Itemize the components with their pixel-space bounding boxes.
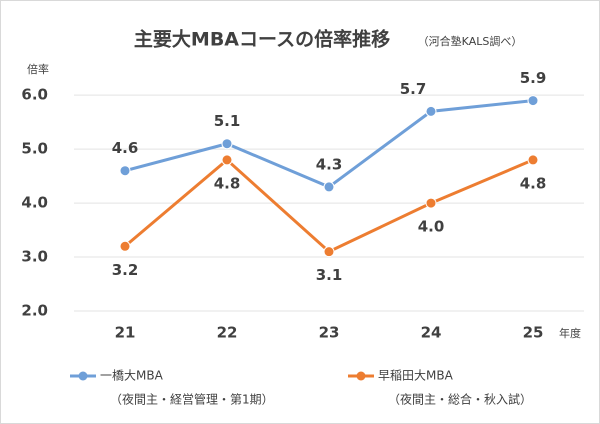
legend-note: （夜間主・総合・秋入試）: [388, 392, 532, 407]
data-point: [119, 165, 131, 177]
data-label: 5.9: [520, 69, 547, 87]
x-tick-label: 21: [115, 324, 136, 342]
y-axis-label: 倍率: [27, 62, 49, 76]
legend-marker: [356, 371, 366, 381]
y-tick-label: 5.0: [21, 140, 48, 158]
data-point: [527, 154, 539, 166]
y-tick-label: 3.0: [21, 248, 48, 266]
data-label: 4.6: [112, 139, 139, 157]
data-point: [425, 105, 437, 117]
data-point: [221, 154, 233, 166]
data-point: [119, 240, 131, 252]
data-label: 5.1: [214, 112, 241, 130]
data-point: [527, 95, 539, 107]
data-point: [221, 138, 233, 150]
chart-title: 主要大MBAコースの倍率推移: [134, 28, 390, 51]
x-tick-label: 24: [421, 324, 442, 342]
data-label: 4.8: [214, 174, 241, 192]
x-tick-label: 25: [523, 324, 544, 342]
legend-note: （夜間主・経営管理・第1期）: [110, 392, 274, 407]
x-tick-label: 23: [319, 324, 340, 342]
y-tick-label: 6.0: [21, 86, 48, 104]
legend-label: 早稲田大MBA: [378, 369, 454, 383]
data-label: 3.2: [112, 261, 139, 279]
data-label: 4.0: [418, 218, 445, 236]
data-point: [323, 181, 335, 193]
legend-marker: [78, 371, 88, 381]
data-point: [425, 197, 437, 209]
data-label: 4.3: [316, 155, 343, 173]
data-point: [323, 246, 335, 258]
y-tick-label: 2.0: [21, 302, 48, 320]
legend-label: 一橋大MBA: [100, 369, 164, 383]
x-axis-label: 年度: [559, 326, 581, 340]
data-label: 3.1: [316, 266, 343, 284]
x-tick-label: 22: [217, 324, 238, 342]
data-label: 4.8: [520, 174, 547, 192]
chart-subtitle: （河合塾KALS調べ）: [418, 34, 523, 48]
y-tick-label: 4.0: [21, 194, 48, 212]
data-label: 5.7: [400, 80, 427, 98]
